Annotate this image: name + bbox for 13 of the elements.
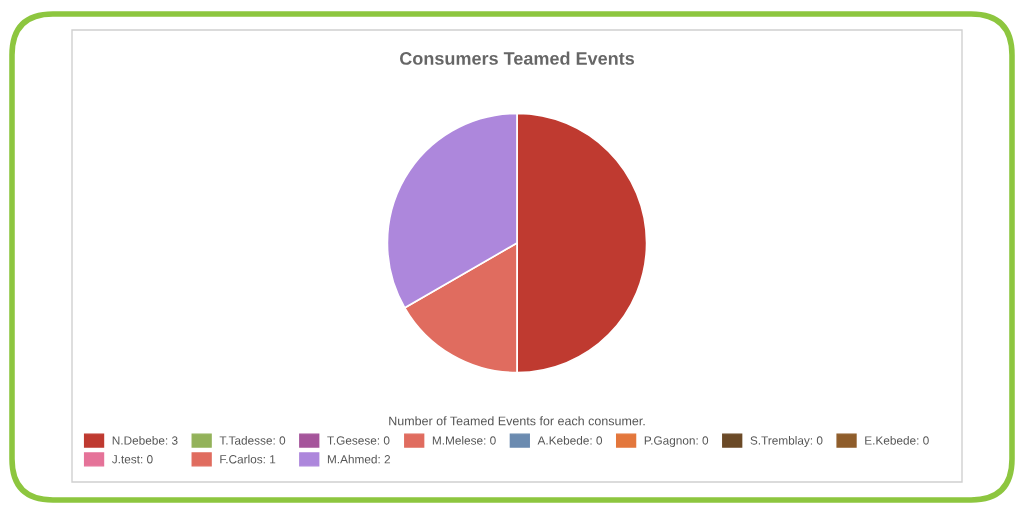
legend-label: F.Carlos: 1 [220, 454, 276, 464]
text: Number of Teamed Events for each consumer. [389, 416, 645, 426]
legend-label: T.Gesese: 0 [327, 436, 390, 445]
legend-label: P.Gagnon: 0 [644, 436, 709, 448]
legend-label: T.Tadesse: 0 [219, 436, 286, 445]
legend-label: E.Kebede: 0 [865, 436, 929, 445]
legend-label: S.Tremblay: 0 [750, 436, 823, 448]
legend-label: N.Debebe: 3 [112, 436, 178, 445]
legend-label: M.Ahmed: 2 [327, 454, 391, 464]
legend-label: J.test: 0 [111, 455, 153, 464]
chart-title: Consumers Teamed Events [400, 51, 635, 65]
legend-label: M.Melese: 0 [432, 436, 496, 445]
legend-label: A.Kebede: 0 [537, 436, 603, 445]
